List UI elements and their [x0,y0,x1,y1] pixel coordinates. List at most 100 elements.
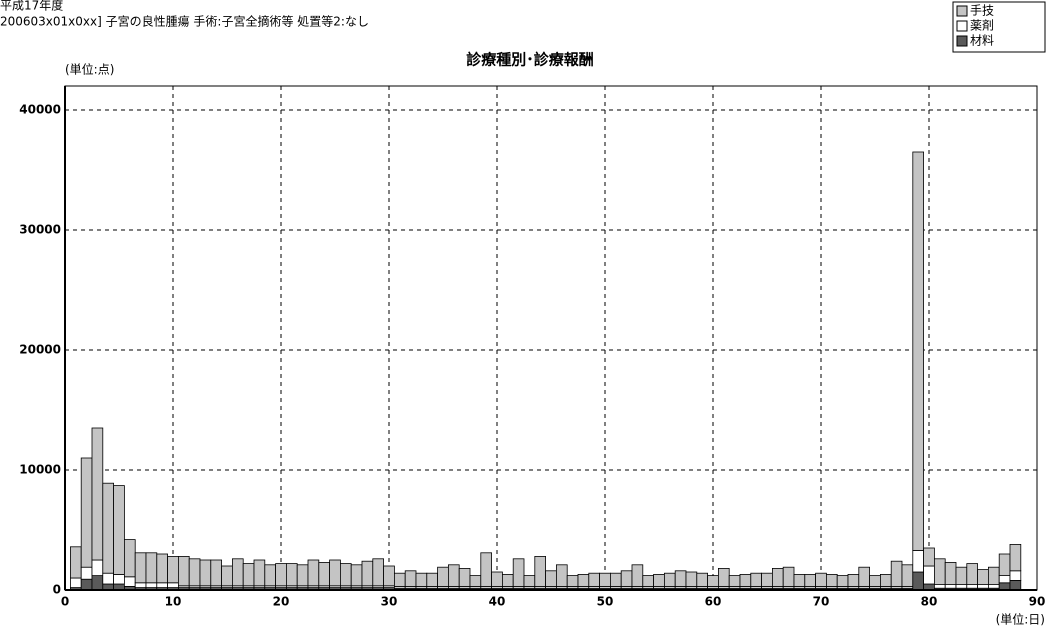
bar-segment [124,539,136,578]
bar-segment [70,546,82,579]
bar-segment [404,570,417,587]
bar-segment [80,457,93,568]
y-tick-label: 20000 [19,343,61,357]
bar-segment [480,552,492,587]
bar-segment [1009,570,1022,581]
bar-segment [124,576,136,587]
bar-segment [113,574,125,585]
legend-box [952,1,1046,53]
bar-segment [782,566,795,587]
bar-segment [642,575,654,587]
y-axis-label: (単位:点) [65,62,114,77]
bar-segment [80,566,93,580]
bar-segment [318,562,330,587]
bar-segment [815,572,827,587]
bar-segment [415,572,428,587]
bar-segment [588,572,600,587]
bar-segment [437,566,449,587]
bar-segment [145,552,158,584]
bar-segment [242,563,255,587]
x-tick-label: 90 [1029,595,1046,609]
y-tick-label: 0 [53,583,61,597]
x-axis-label: (単位:日) [996,612,1045,627]
bar-segment [750,572,762,587]
bar-segment [156,582,169,588]
x-tick-label: 20 [273,595,290,609]
legend-swatch [956,35,968,47]
bar-segment [664,572,676,587]
bar-segment [102,482,115,574]
bar-segment [307,559,320,587]
bar-segment [966,584,978,589]
bar-segment [944,562,957,586]
bar-segment [426,572,438,587]
bar-segment [534,556,546,587]
bar-segment [102,572,115,585]
bar-segment [156,553,169,584]
legend-swatch [956,20,968,32]
x-tick-label: 80 [921,595,938,609]
bar-segment [836,575,849,587]
bar-segment [1009,580,1022,591]
bar-segment [113,485,125,575]
bar-segment [718,568,730,587]
bar-segment [880,574,892,587]
bar-segment [512,558,525,587]
bar-segment [923,565,935,585]
bar-segment [177,556,190,587]
bar-segment [890,560,903,587]
x-tick-label: 10 [165,595,182,609]
bar-segment [339,563,352,587]
bar-segment [167,556,179,584]
bar-segment [793,574,806,587]
bar-segment [285,563,298,587]
bar-segment [372,558,384,587]
bar-segment [901,564,914,587]
bar-segment [199,559,212,587]
x-tick-label: 50 [597,595,614,609]
bar-segment [977,584,989,589]
bar-segment [847,574,860,587]
bar-segment [761,572,773,587]
bar-segment [685,571,698,587]
bar-segment [469,575,482,587]
x-tick-label: 30 [381,595,398,609]
bar-segment [955,566,968,586]
bar-segment [545,570,557,587]
bar-segment [393,572,406,587]
bar-segment [134,552,147,584]
bar-segment [350,564,363,587]
bar-segment [998,553,1011,577]
legend-label: 手技 [970,4,994,18]
bar-segment [869,575,881,587]
bar-segment [361,560,374,587]
bar-segment [610,572,622,587]
legend-label: 材料 [970,34,994,48]
x-tick-label: 40 [489,595,506,609]
bar-segment [988,584,1000,589]
bar-segment [264,564,276,587]
bar-segment [934,558,946,585]
legend-label: 薬剤 [970,18,994,33]
bar-segment [826,574,838,587]
bar-segment [91,427,104,561]
bar-segment [1009,544,1022,572]
bar-segment [912,550,924,573]
bar-segment [858,566,870,587]
header-line: 平成17年度 [0,0,63,13]
bar-segment [966,563,978,585]
bar-segment [145,582,158,588]
bar-segment [696,572,708,587]
bar-segment [923,547,935,567]
bar-segment [491,571,503,587]
bar-segment [231,558,244,587]
bar-segment [383,565,395,587]
bar-segment [556,564,568,587]
bar-segment [620,570,633,587]
bar-segment [998,575,1011,584]
bar-segment [501,574,514,587]
plot-area [64,85,1038,591]
bar-segment [631,564,644,587]
bar-segment [210,559,223,587]
